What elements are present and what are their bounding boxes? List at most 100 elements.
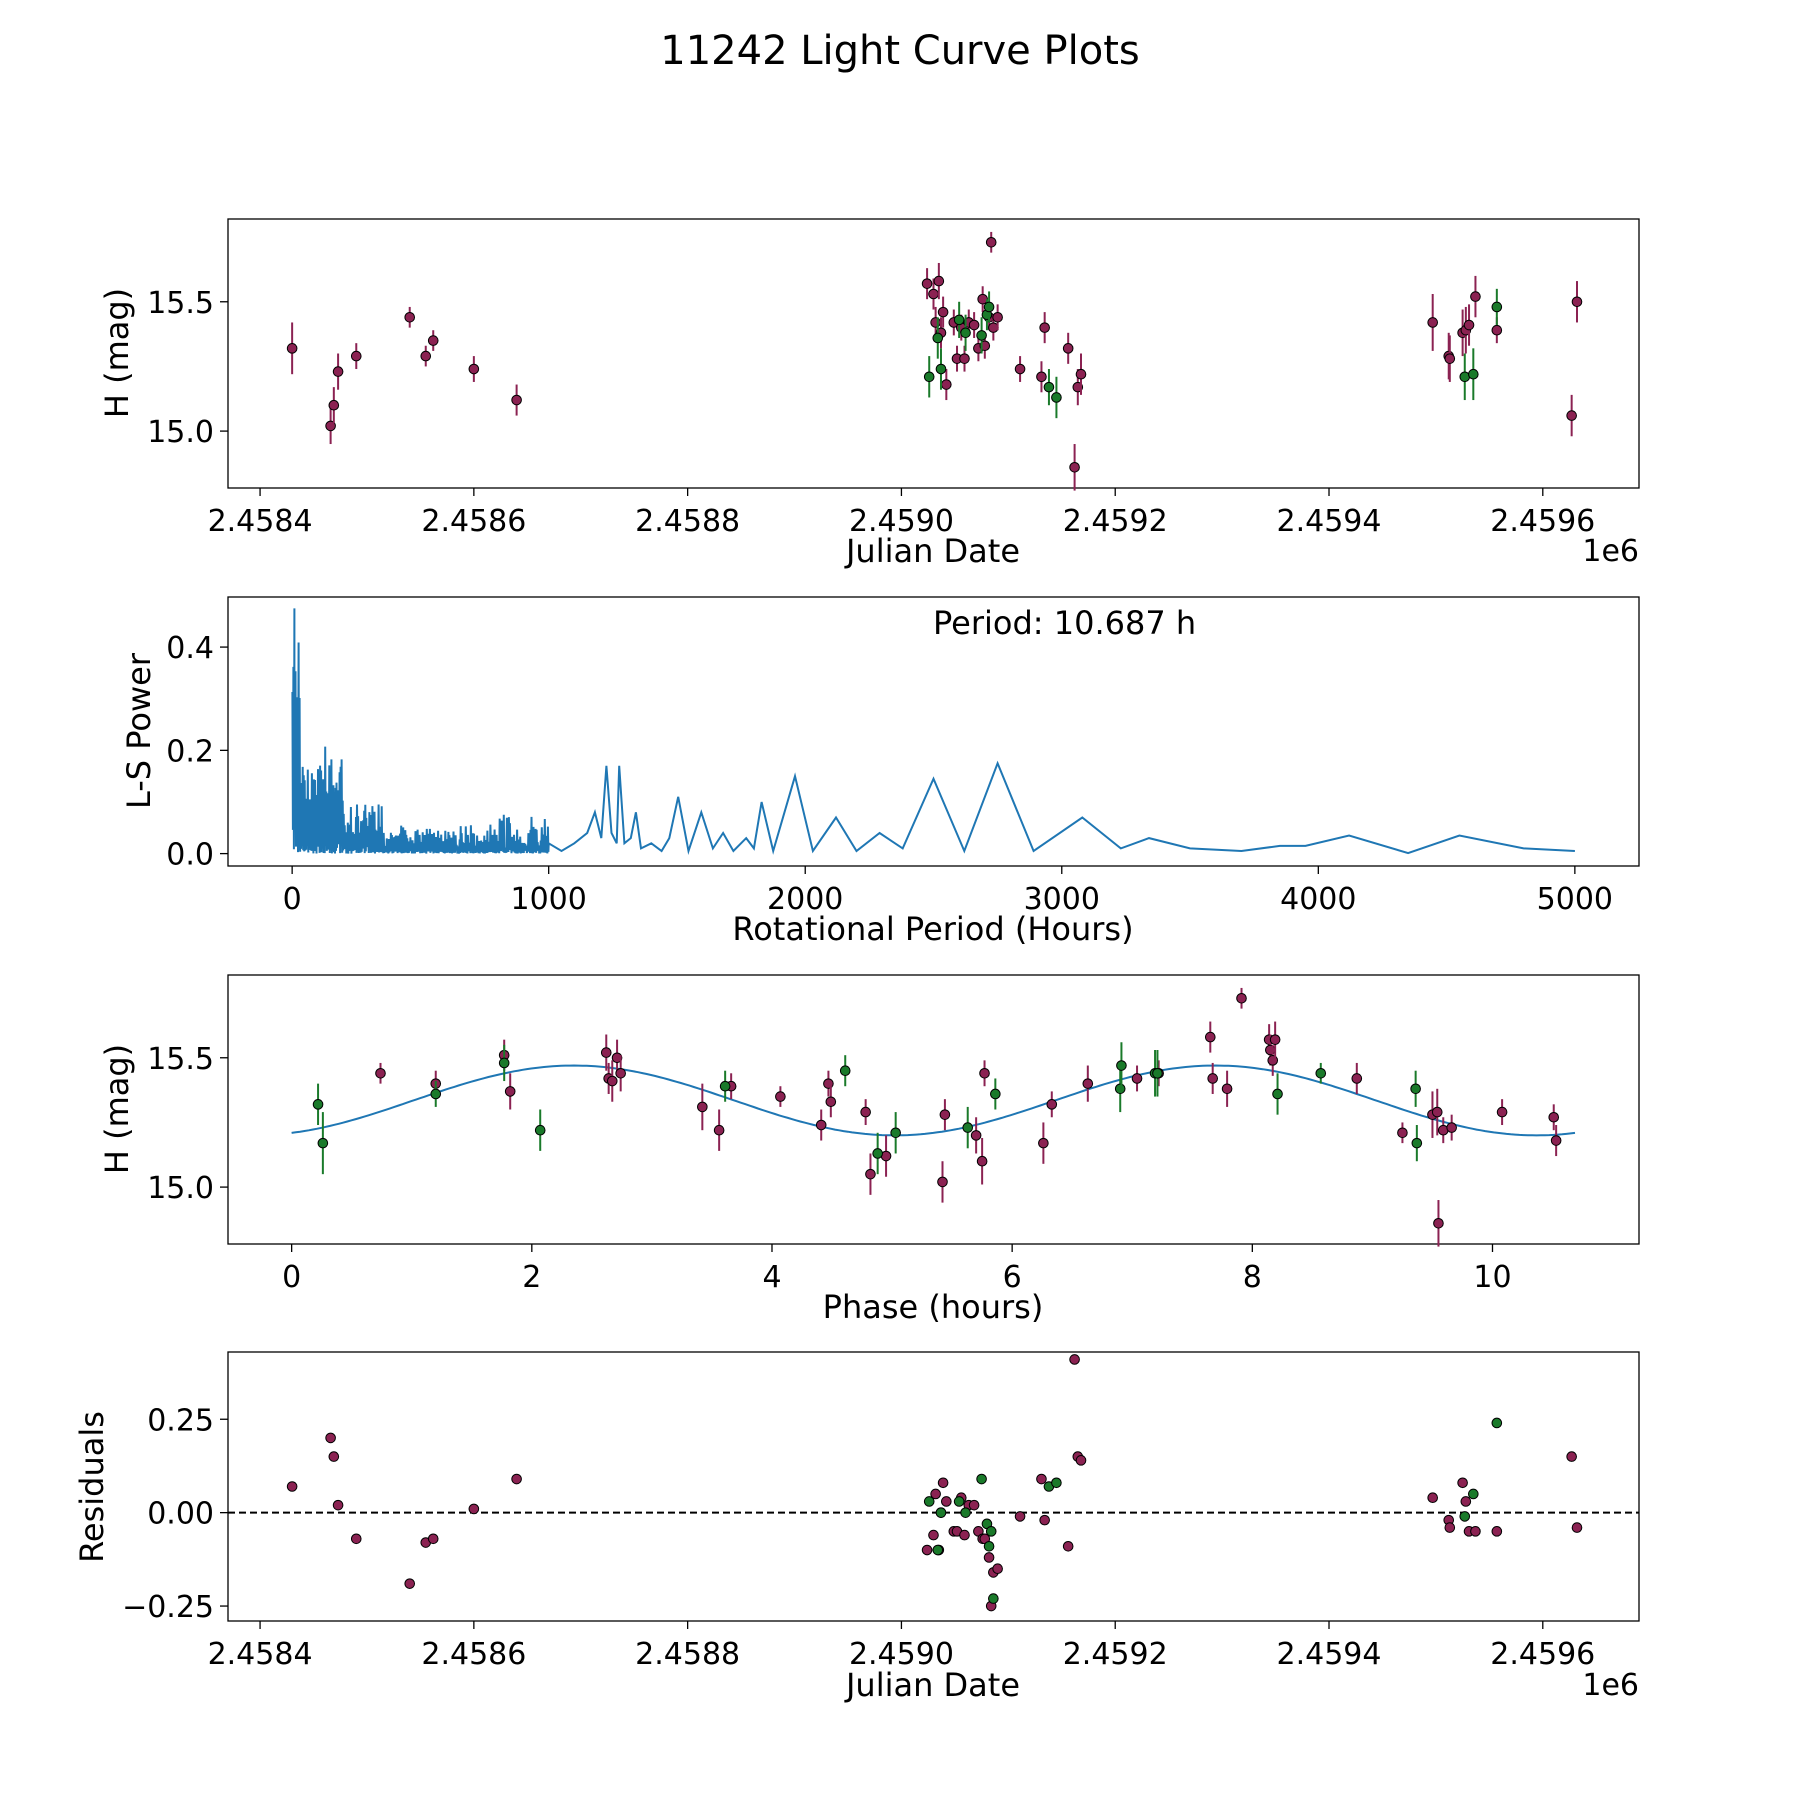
data-point-magenta [504, 1086, 516, 1097]
x-tick-label: 2000 [767, 882, 843, 917]
data-point-magenta [1460, 1496, 1472, 1507]
data-point-green [1491, 1417, 1503, 1429]
data-point-green [990, 1088, 1001, 1100]
y-tick-label: 0.4 [166, 631, 214, 666]
data-point-magenta [328, 399, 340, 411]
data-point-magenta [1427, 1492, 1438, 1504]
data-point-green [1468, 368, 1479, 380]
x-tick-label: 2.4588 [635, 504, 740, 539]
data-point-magenta [1221, 1083, 1233, 1095]
data-point-magenta [600, 1047, 612, 1058]
data-point-green [1116, 1060, 1127, 1071]
data-point-green [1152, 1067, 1163, 1079]
data-point-magenta [933, 275, 945, 287]
data-point-green [1411, 1137, 1423, 1149]
data-point-magenta [1014, 1511, 1026, 1522]
data-point-magenta [1491, 1526, 1503, 1537]
data-point-magenta [1062, 1540, 1074, 1552]
periodogram-xlabel: Rotational Period (Hours) [732, 910, 1133, 948]
data-point-magenta [1457, 1477, 1468, 1489]
x-tick-label: 1000 [511, 882, 587, 917]
data-point-green [1051, 1477, 1062, 1489]
data-point-green [1272, 1088, 1283, 1100]
data-point-magenta [968, 319, 980, 331]
data-point-magenta [1444, 353, 1456, 364]
data-point-green [890, 1127, 901, 1139]
data-point-green [1491, 301, 1503, 313]
x-tick-label: 3000 [1024, 882, 1100, 917]
data-point-magenta [1069, 462, 1080, 473]
data-point-magenta [1470, 291, 1481, 302]
data-point-magenta [1075, 368, 1087, 380]
data-point-green [317, 1137, 329, 1149]
lightcurve-plot-area [286, 231, 1583, 491]
data-point-magenta [286, 343, 298, 354]
data-point-green [1315, 1067, 1327, 1079]
periodogram-panel: 0 1000 2000 3000 4000 5000 0.0 0.2 0.4 Period: 1… [120, 596, 1640, 948]
phased-ticks: 0 2 4 6 8 10 15.0 15.5 [147, 1042, 1511, 1295]
data-point-magenta [325, 1432, 336, 1444]
data-point-magenta [775, 1091, 786, 1102]
data-point-green [872, 1148, 883, 1159]
data-point-magenta [1269, 1034, 1281, 1045]
phased-plot-area [291, 987, 1576, 1247]
y-tick-label: 0.0 [166, 838, 214, 873]
data-point-magenta [1427, 317, 1438, 328]
data-point-magenta [1204, 1031, 1216, 1043]
data-point-magenta [1062, 343, 1074, 354]
data-point-green [988, 1593, 999, 1604]
data-point-magenta [1496, 1106, 1508, 1118]
x-tick-label: 2.4590 [849, 504, 954, 539]
x-tick-label: 2.4584 [208, 504, 313, 539]
y-tick-label: 15.0 [147, 1171, 214, 1206]
data-point-magenta [1444, 1522, 1456, 1533]
residuals-frame [227, 1351, 1640, 1622]
data-point-green [498, 1057, 510, 1069]
residuals-ylabel: Residuals [73, 1411, 111, 1563]
data-point-magenta [404, 1578, 416, 1589]
data-point-green [962, 1122, 974, 1133]
periodogram-ticks: 0 1000 2000 3000 4000 5000 0.0 0.2 0.4 [166, 631, 1613, 917]
data-point-magenta [350, 350, 362, 362]
data-point-green [1410, 1083, 1421, 1095]
data-point-magenta [823, 1078, 834, 1089]
lightcurve-offset-label: 1e6 [1582, 534, 1639, 569]
data-point-green [983, 301, 995, 313]
data-point-magenta [468, 1503, 480, 1515]
data-point-magenta [375, 1067, 386, 1079]
y-tick-label: 15.5 [147, 1042, 214, 1077]
data-point-magenta [976, 1155, 988, 1167]
data-point-magenta [937, 306, 949, 318]
data-point-magenta [1571, 296, 1583, 308]
x-tick-label: 2.4594 [1277, 1637, 1382, 1672]
data-point-magenta [1036, 371, 1047, 383]
page-title: 11242 Light Curve Plots [660, 28, 1140, 74]
data-point-magenta [1470, 1526, 1481, 1537]
residuals-xlabel: Julian Date [844, 1666, 1020, 1704]
lightcurve-panel: 2.4584 2.4586 2.4588 2.4590 2.4592 2.4594 2.45… [98, 218, 1640, 570]
x-tick-label: 2.4592 [1063, 1637, 1168, 1672]
periodogram-ylabel: L-S Power [120, 652, 158, 809]
data-point-magenta [939, 1109, 951, 1120]
x-tick-label: 2.4596 [1490, 1637, 1595, 1672]
y-tick-label: 0.25 [147, 1403, 214, 1438]
data-point-green [935, 1507, 947, 1518]
data-point-magenta [511, 1473, 522, 1485]
data-point-green [534, 1124, 546, 1136]
data-point-magenta [1039, 322, 1050, 333]
x-tick-label: 10 [1473, 1260, 1511, 1295]
data-point-magenta [921, 1544, 933, 1556]
data-point-magenta [468, 363, 480, 375]
data-point-magenta [427, 1533, 439, 1545]
data-point-green [1468, 1488, 1479, 1500]
periodogram-plot-area [291, 608, 1575, 855]
lightcurve-xlabel: Julian Date [844, 532, 1020, 570]
data-point-green [1051, 392, 1062, 403]
data-point-magenta [1082, 1078, 1094, 1089]
data-point-magenta [815, 1119, 827, 1131]
data-point-magenta [937, 1176, 948, 1188]
data-point-magenta [713, 1124, 725, 1136]
x-tick-label: 0 [282, 1260, 301, 1295]
data-point-green [976, 330, 987, 341]
data-point-magenta [427, 335, 439, 346]
